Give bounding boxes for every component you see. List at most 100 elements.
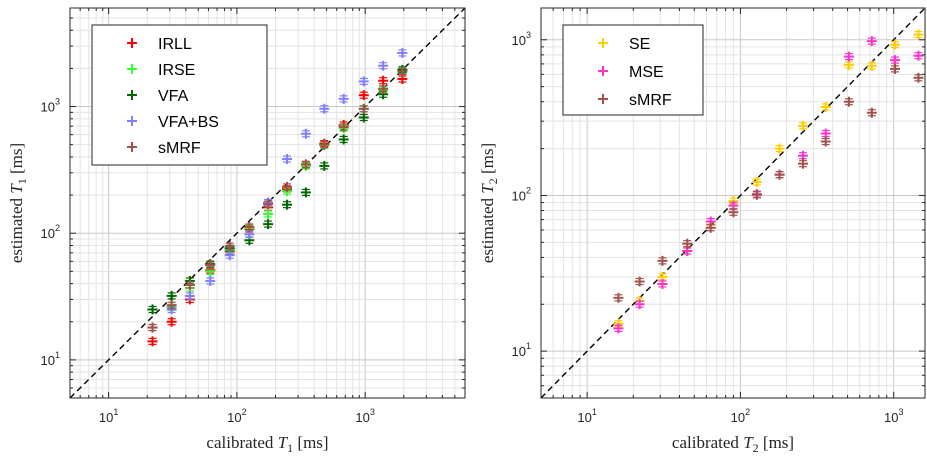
legend-item: sMRF (127, 140, 201, 157)
y-tick-label: 103 (41, 97, 60, 115)
data-point (751, 177, 762, 188)
x-tick-label: 102 (227, 407, 246, 425)
data-point (205, 275, 216, 286)
legend-label: sMRF (629, 92, 672, 109)
axis-title-unit: [ms] (7, 143, 26, 178)
data-point (147, 304, 158, 315)
grid (541, 8, 925, 398)
x-tick-label: 101 (99, 407, 118, 425)
tick-base: 10 (41, 353, 55, 368)
data-point (358, 103, 369, 114)
data-point (263, 199, 274, 210)
data-point (319, 139, 330, 150)
axis-title-subscript: 1 (15, 178, 29, 184)
data-point (798, 120, 809, 131)
legend-label: sMRF (158, 140, 201, 157)
legend-label: MSE (629, 64, 664, 81)
tick-exponent: 2 (55, 223, 60, 233)
data-point (166, 316, 177, 327)
data-point (338, 121, 349, 132)
legend-item: VFA+BS (127, 114, 219, 131)
x-axis-title: calibrated T2 [ms] (672, 433, 794, 455)
data-point (300, 159, 311, 170)
data-point (338, 134, 349, 145)
data-point (282, 199, 293, 210)
axis-title-unit: [ms] (293, 433, 328, 452)
data-point (843, 96, 854, 107)
tick-exponent: 1 (113, 407, 118, 417)
data-point (184, 290, 195, 301)
data-point (657, 278, 668, 289)
tick-exponent: 3 (526, 30, 531, 40)
legend-item: VFA (127, 88, 189, 105)
axes-box (69, 7, 466, 399)
axis-title-text: calibrated (672, 433, 743, 452)
data-point (798, 158, 809, 169)
data-point (634, 299, 645, 310)
data-point (751, 189, 762, 200)
y-axis-title: estimated T2 [ms] (478, 143, 500, 263)
axis-title-variable: T (743, 433, 754, 452)
tick-base: 10 (884, 410, 898, 425)
tick-base: 10 (355, 410, 369, 425)
series-smrf (147, 66, 408, 333)
data-point (774, 169, 785, 180)
tick-exponent: 3 (55, 97, 60, 107)
axis-title-text: estimated (478, 194, 497, 263)
tick-base: 10 (731, 410, 745, 425)
legend-label: SE (629, 36, 650, 53)
data-point (657, 255, 668, 266)
y-tick-label: 101 (41, 350, 60, 368)
tick-exponent: 3 (898, 407, 903, 417)
data-point (358, 76, 369, 87)
axis-title-subscript: 2 (753, 441, 759, 455)
data-point (774, 143, 785, 154)
data-point (300, 187, 311, 198)
ticks (69, 7, 466, 399)
data-point (613, 323, 624, 334)
y-tick-label: 102 (41, 223, 60, 241)
tick-exponent: 1 (55, 350, 60, 360)
data-point (224, 250, 235, 261)
data-point (282, 154, 293, 165)
tick-exponent: 2 (745, 407, 750, 417)
data-point (263, 219, 274, 230)
y-tick-label: 103 (512, 30, 531, 48)
tick-base: 10 (512, 188, 526, 203)
legend-box (562, 24, 704, 116)
legend-item: sMRF (598, 92, 672, 109)
legend: IRLL IRSE VFA VFA+BS sMRF (91, 24, 268, 166)
legend-label: VFA+BS (158, 114, 219, 131)
x-tick-label: 103 (884, 407, 903, 425)
data-point (913, 29, 924, 40)
data-point (820, 101, 831, 112)
tick-base: 10 (41, 226, 55, 241)
axis-title-text: estimated (7, 194, 26, 263)
axis-title-text: calibrated (206, 433, 277, 452)
data-point (682, 238, 693, 249)
data-point (378, 60, 389, 71)
y-tick-label: 101 (512, 341, 531, 359)
legend-label: IRSE (158, 62, 195, 79)
axis-title-variable: T (278, 433, 289, 452)
legend-item: MSE (598, 64, 664, 81)
data-point (866, 107, 877, 118)
legend-label: IRLL (158, 36, 192, 53)
axis-title-variable: T (478, 183, 497, 194)
tick-base: 10 (227, 410, 241, 425)
data-point (866, 60, 877, 71)
tick-exponent: 1 (592, 407, 597, 417)
data-point (358, 90, 369, 101)
data-point (397, 47, 408, 58)
x-tick-label: 102 (731, 407, 750, 425)
legend-label: VFA (158, 88, 189, 105)
legend: SE MSE sMRF (562, 24, 704, 116)
tick-exponent: 2 (526, 185, 531, 195)
ticks (540, 8, 925, 399)
legend-item: SE (598, 36, 650, 53)
data-point (338, 93, 349, 104)
y-tick-label: 102 (512, 185, 531, 203)
data-point (705, 222, 716, 233)
